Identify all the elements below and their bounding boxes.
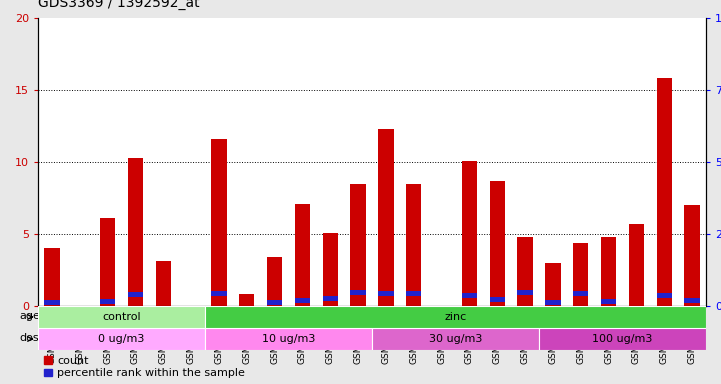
Bar xyxy=(601,300,616,305)
Text: control: control xyxy=(102,312,141,322)
Bar xyxy=(518,290,533,295)
Legend: count, percentile rank within the sample: count, percentile rank within the sample xyxy=(43,356,244,378)
Bar xyxy=(156,262,171,306)
Bar xyxy=(267,257,282,306)
Text: agent: agent xyxy=(19,311,51,321)
Text: dose: dose xyxy=(19,333,45,343)
Bar xyxy=(267,300,282,305)
Bar xyxy=(38,306,205,328)
Text: zinc: zinc xyxy=(444,312,466,322)
Bar xyxy=(657,78,672,306)
Bar xyxy=(100,218,115,306)
Text: 30 ug/m3: 30 ug/m3 xyxy=(429,334,482,344)
Text: 0 ug/m3: 0 ug/m3 xyxy=(98,334,145,344)
Bar xyxy=(100,299,115,304)
Bar xyxy=(322,296,338,301)
Bar xyxy=(205,328,372,350)
Bar xyxy=(211,291,226,296)
Bar xyxy=(295,298,310,303)
Bar xyxy=(38,328,205,350)
Bar xyxy=(44,248,60,306)
Bar xyxy=(684,298,700,303)
Bar xyxy=(461,161,477,306)
Bar xyxy=(295,204,310,306)
Bar xyxy=(539,328,706,350)
Bar xyxy=(657,293,672,298)
Bar xyxy=(239,295,255,306)
Bar xyxy=(372,328,539,350)
Bar xyxy=(211,139,226,306)
Bar xyxy=(490,181,505,306)
Bar xyxy=(629,224,644,306)
Text: GDS3369 / 1392592_at: GDS3369 / 1392592_at xyxy=(38,0,200,10)
Bar xyxy=(350,290,366,295)
Bar xyxy=(379,291,394,296)
Bar xyxy=(684,205,700,306)
Bar xyxy=(545,263,560,306)
Bar xyxy=(322,233,338,306)
Bar xyxy=(461,293,477,298)
Bar xyxy=(545,300,560,305)
Bar xyxy=(573,243,588,306)
Bar xyxy=(44,300,60,305)
Text: 10 ug/m3: 10 ug/m3 xyxy=(262,334,315,344)
Bar xyxy=(518,237,533,306)
Bar xyxy=(573,291,588,296)
Bar xyxy=(601,237,616,306)
Bar xyxy=(128,158,143,306)
Bar xyxy=(350,184,366,306)
Text: 100 ug/m3: 100 ug/m3 xyxy=(593,334,653,344)
Bar xyxy=(205,306,706,328)
Bar xyxy=(406,184,421,306)
Bar xyxy=(490,297,505,302)
Bar xyxy=(406,291,421,296)
Bar xyxy=(379,129,394,306)
Bar xyxy=(128,292,143,297)
